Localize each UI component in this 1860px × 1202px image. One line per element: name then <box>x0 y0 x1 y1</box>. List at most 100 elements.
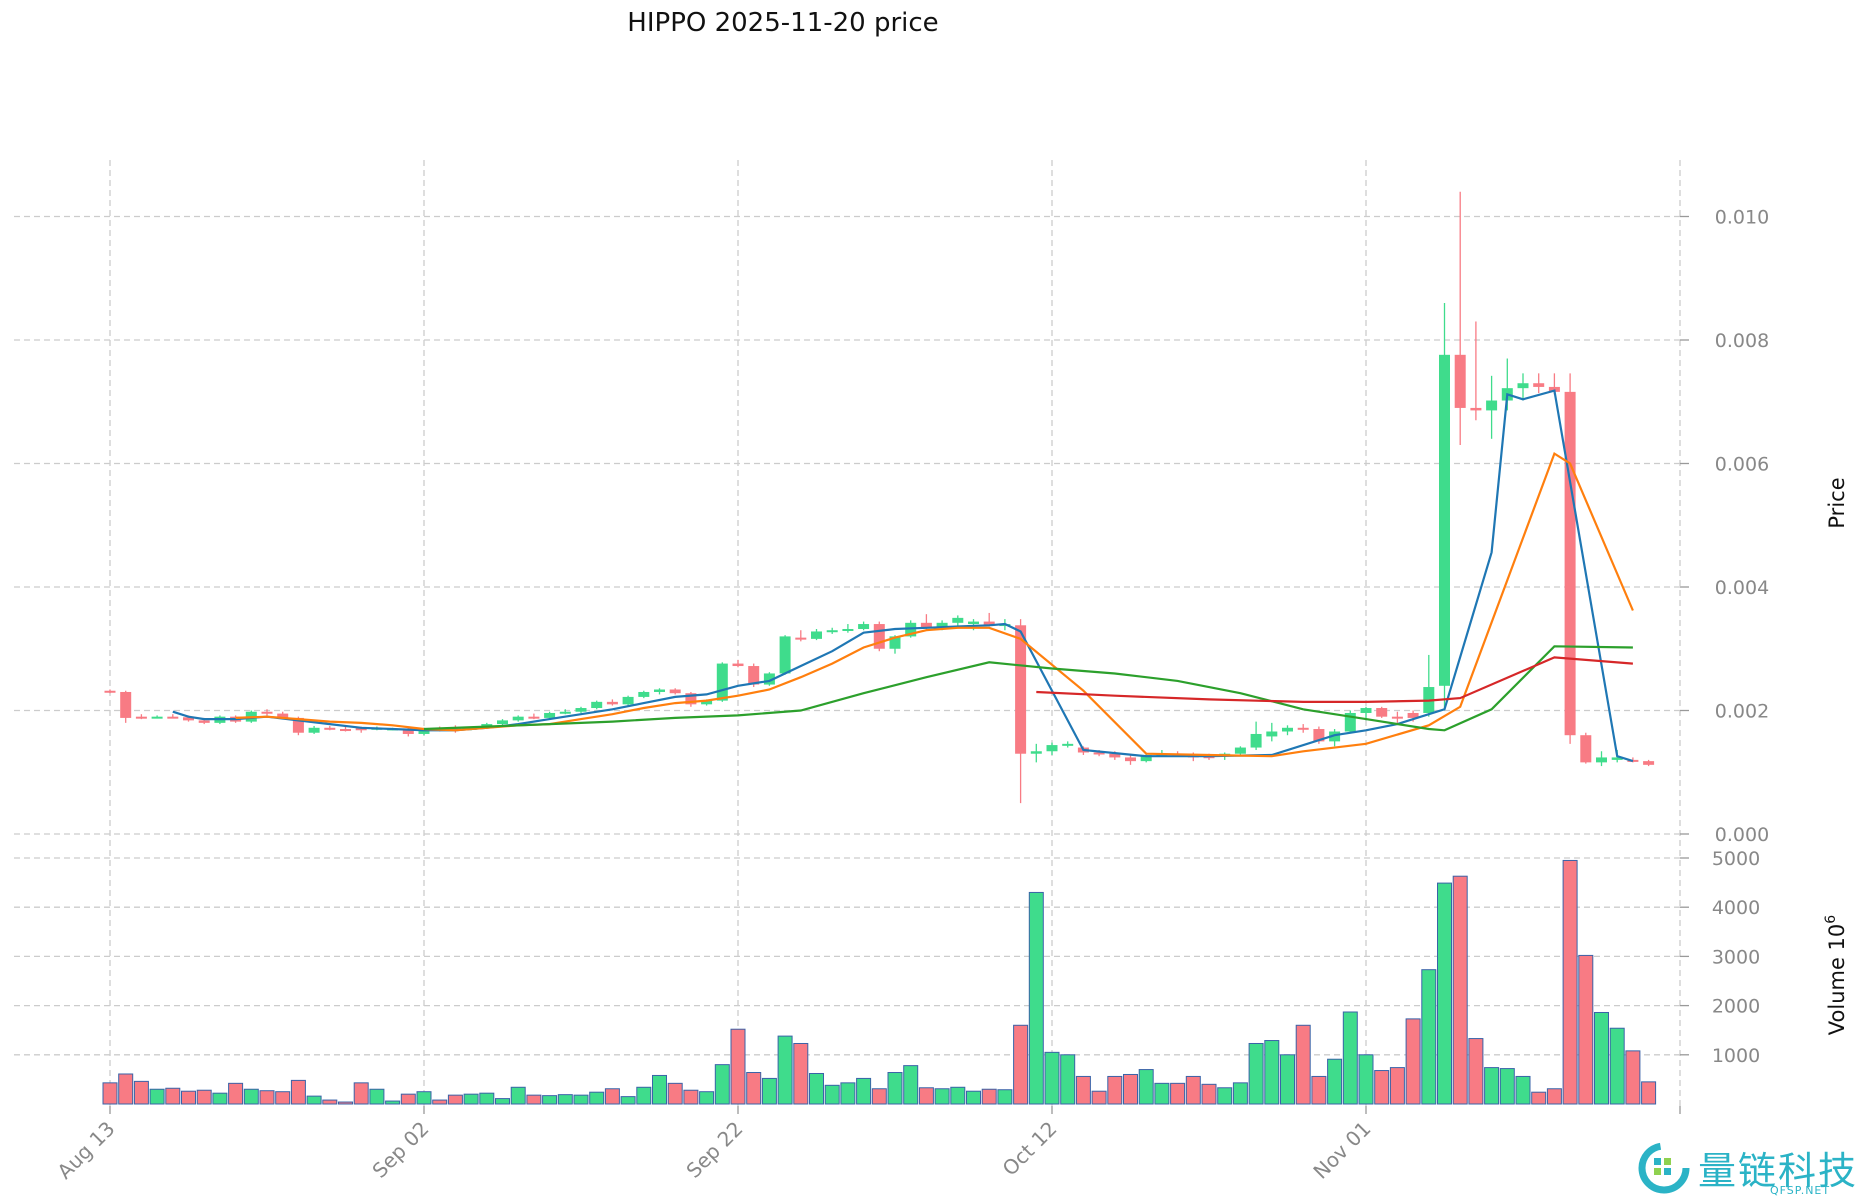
volume-bar <box>165 1087 181 1105</box>
volume-bar <box>856 1077 872 1105</box>
volume-bar <box>149 1088 165 1105</box>
moving-average-lines <box>172 389 1634 763</box>
candle-body <box>449 727 461 731</box>
volume-bar <box>1609 1027 1625 1105</box>
volume-bar <box>1217 1087 1233 1105</box>
candle-body <box>1407 712 1419 718</box>
volume-bar <box>290 1079 306 1105</box>
watermark-url: QFSP.NET <box>1770 1184 1831 1197</box>
x-tick-label: Sep 22 <box>681 1117 747 1183</box>
volume-bar <box>871 1088 887 1105</box>
volume-bar <box>1154 1082 1170 1105</box>
volume-bar <box>1028 891 1044 1105</box>
candle-body <box>104 690 116 693</box>
volume-bar <box>542 1095 558 1105</box>
candle-body <box>340 729 351 732</box>
candle-body <box>1564 391 1576 736</box>
volume-bar <box>1060 1054 1076 1105</box>
candle-body <box>198 720 210 723</box>
volume-bar <box>353 1082 369 1105</box>
volume-tick-label: 1000 <box>1712 1045 1760 1067</box>
volume-bar <box>683 1089 699 1105</box>
volume-bar <box>557 1094 573 1105</box>
volume-bar <box>793 1042 809 1105</box>
volume-bar <box>966 1090 981 1105</box>
volume-bar <box>730 1028 746 1105</box>
candle-body <box>1266 731 1278 737</box>
candle-body <box>983 621 995 626</box>
candle-body <box>952 617 964 623</box>
candle-body <box>324 727 336 730</box>
volume-bar <box>1201 1083 1217 1105</box>
volume-bar <box>699 1091 715 1105</box>
volume-bar <box>181 1090 196 1105</box>
volume-bar <box>1594 1011 1609 1105</box>
candle-body <box>559 711 571 714</box>
axis-labels: Price Volume 106 <box>1823 477 1849 1035</box>
volume-bar <box>1578 954 1594 1105</box>
candle-body <box>1454 354 1466 408</box>
candle-body <box>763 673 775 685</box>
candle-body <box>1125 757 1136 762</box>
candle-body <box>308 727 320 733</box>
candle-body <box>1643 761 1655 765</box>
candle-body <box>1611 757 1623 760</box>
price-axis-label: Price <box>1825 477 1849 528</box>
candle-body <box>1486 400 1498 411</box>
volume-bar <box>1515 1075 1531 1105</box>
volume-bar <box>259 1090 275 1105</box>
grid-lines <box>14 160 1681 1110</box>
logo-mark-icon <box>1638 1142 1690 1194</box>
candle-body <box>402 728 414 734</box>
volume-bar <box>1185 1075 1201 1105</box>
candle-body <box>418 729 430 734</box>
x-tick-label: Oct 12 <box>998 1117 1062 1181</box>
volume-bar <box>1452 875 1468 1105</box>
volume-bar <box>1625 1050 1641 1105</box>
volume-bar <box>338 1101 353 1105</box>
volume-bar <box>840 1082 856 1105</box>
candle-body <box>920 622 932 628</box>
x-tick-label: Sep 02 <box>367 1117 433 1183</box>
candle-body <box>1596 757 1607 763</box>
volume-bar <box>1562 859 1578 1105</box>
candle-body <box>1140 754 1152 762</box>
volume-bar <box>385 1100 401 1105</box>
candle-body <box>292 717 304 733</box>
volume-bar <box>1311 1075 1327 1105</box>
candle-body <box>795 637 807 640</box>
volume-bar <box>432 1099 448 1105</box>
volume-bar <box>1405 1018 1421 1105</box>
volume-bar <box>1075 1075 1091 1105</box>
candle-body <box>905 622 917 637</box>
volume-bar <box>903 1065 919 1105</box>
candle-body <box>1015 625 1027 754</box>
candle-body <box>497 720 508 725</box>
volume-bar <box>306 1095 322 1105</box>
volume-axis-label-text: Volume 10 <box>1825 924 1849 1036</box>
volume-bar <box>636 1086 652 1105</box>
candle-body <box>685 693 697 705</box>
svg-text:Volume 106: Volume 106 <box>1823 915 1849 1036</box>
candle-body <box>528 716 540 719</box>
candle-body <box>968 621 979 625</box>
volume-bar <box>196 1089 212 1105</box>
volume-bar <box>510 1086 526 1105</box>
candle-body <box>1282 727 1293 732</box>
candle-body <box>277 713 289 718</box>
candle-body <box>779 636 791 674</box>
volume-bar <box>1342 1011 1358 1105</box>
candle-body <box>732 663 744 667</box>
volume-tick-label: 3000 <box>1712 946 1760 968</box>
candle-body <box>1297 727 1309 730</box>
candle-body <box>575 708 587 712</box>
candle-body <box>748 666 760 685</box>
candle-body <box>1548 386 1560 392</box>
candle-body <box>701 700 713 705</box>
candle-body <box>1439 354 1450 686</box>
price-tick-label: 0.008 <box>1715 330 1769 352</box>
candle-body <box>167 716 179 719</box>
candle-body <box>1250 733 1262 748</box>
candle-body <box>591 701 603 709</box>
volume-bar <box>1389 1067 1405 1105</box>
